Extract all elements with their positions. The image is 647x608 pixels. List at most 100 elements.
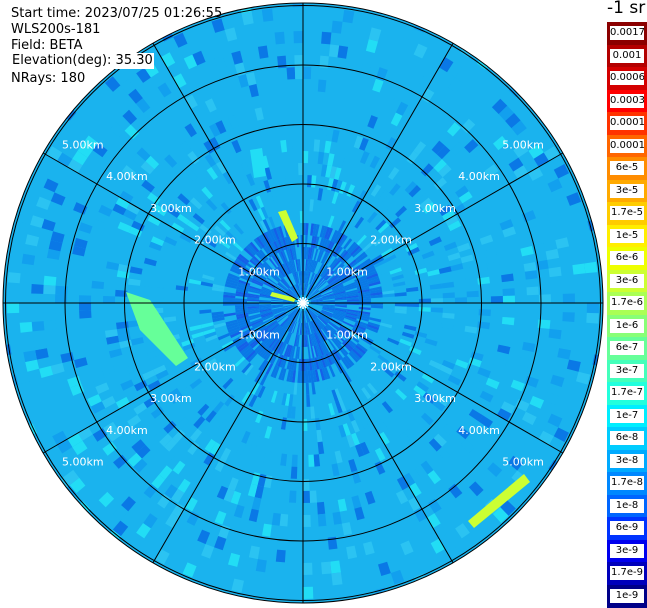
- range-gate: [298, 310, 302, 323]
- range-gate: [134, 380, 148, 392]
- range-gate: [57, 152, 73, 167]
- azimuth-spoke: [302, 302, 564, 454]
- range-gate: [341, 341, 352, 352]
- range-gate: [232, 241, 244, 252]
- range-gate: [269, 323, 280, 333]
- range-gate: [260, 289, 273, 295]
- range-gate: [191, 331, 205, 339]
- range-gate: [296, 259, 300, 272]
- range-gate: [332, 349, 341, 361]
- range-gate: [336, 330, 348, 339]
- range-gate: [498, 105, 515, 121]
- colorbar-cell: 3e-9: [607, 539, 647, 563]
- range-gate: [285, 332, 291, 344]
- range-gate: [271, 352, 279, 365]
- range-gate: [129, 197, 144, 209]
- range-gate: [74, 357, 88, 369]
- range-gate: [298, 310, 302, 323]
- range-gate: [368, 27, 382, 42]
- range-gate: [237, 74, 249, 88]
- range-gate: [323, 300, 335, 303]
- range-gate: [309, 290, 319, 299]
- range-gate: [291, 309, 299, 320]
- range-gate: [123, 209, 137, 221]
- range-gate: [257, 385, 266, 398]
- range-gate: [240, 324, 252, 331]
- range-gate: [307, 346, 311, 359]
- range-gate: [104, 329, 118, 338]
- range-gate: [331, 335, 341, 346]
- range-gate: [241, 162, 251, 176]
- range-gate: [331, 129, 340, 143]
- range-gate: [408, 497, 421, 512]
- range-gate: [357, 286, 370, 292]
- range-gate: [228, 477, 239, 491]
- range-gate: [322, 307, 334, 312]
- range-gate: [291, 358, 296, 371]
- range-gate: [251, 434, 260, 448]
- range-gate: [262, 219, 271, 232]
- range-gate: [262, 262, 273, 273]
- range-gate: [366, 273, 379, 280]
- instrument-label: WLS200s-181: [11, 22, 101, 37]
- range-gate: [256, 236, 265, 248]
- range-gate: [428, 498, 442, 514]
- range-gate: [289, 260, 295, 273]
- range-gate: [278, 251, 286, 264]
- range-gate: [243, 247, 255, 258]
- range-gate: [259, 299, 272, 302]
- range-gate: [254, 370, 263, 383]
- colorbar-level-label: 6e-6: [610, 251, 644, 266]
- range-gate: [502, 295, 515, 303]
- range-gate: [399, 338, 412, 347]
- range-gate: [299, 211, 303, 223]
- range-gate: [67, 455, 83, 470]
- range-gate: [224, 27, 238, 42]
- range-gate: [173, 73, 187, 89]
- range-gate: [172, 460, 186, 475]
- range-ring-label: 3.00km: [414, 202, 456, 215]
- range-gate: [356, 282, 369, 288]
- colorbar-cell: 1e-7: [607, 404, 647, 428]
- range-gate: [277, 314, 288, 323]
- range-ring-label: 1.00km: [326, 265, 368, 278]
- range-gate: [379, 431, 390, 445]
- range-gate: [237, 316, 250, 322]
- range-gate: [274, 268, 284, 279]
- range-gate: [288, 236, 294, 249]
- range-gate: [39, 365, 54, 378]
- range-gate: [300, 371, 303, 383]
- range-gate: [355, 251, 366, 262]
- range-gate: [385, 398, 397, 411]
- range-gate: [275, 226, 282, 240]
- range-gate: [320, 251, 328, 264]
- range-gate: [374, 186, 386, 200]
- range-gate: [311, 301, 323, 303]
- range-gate: [263, 348, 272, 360]
- range-gate: [98, 415, 113, 429]
- range-gate: [231, 265, 243, 274]
- colorbar-cell: 1e-5: [607, 224, 647, 248]
- range-gate: [354, 275, 366, 282]
- range-gate: [218, 419, 229, 432]
- range-gate: [305, 310, 310, 322]
- range-gate: [479, 390, 494, 403]
- range-gate: [543, 146, 560, 161]
- range-gate: [287, 308, 298, 317]
- range-gate: [286, 357, 292, 370]
- range-gate: [312, 261, 318, 273]
- range-gate: [508, 157, 524, 172]
- range-gate: [414, 331, 428, 339]
- range-gate: [445, 543, 460, 560]
- range-gate: [291, 286, 299, 297]
- range-gate: [274, 327, 284, 338]
- range-gate: [334, 304, 347, 307]
- range-gate: [246, 263, 258, 272]
- range-gate: [225, 251, 237, 261]
- range-gate: [351, 329, 363, 337]
- range-gate: [484, 164, 499, 178]
- range-gate: [478, 289, 491, 297]
- range-gate: [272, 309, 285, 315]
- range-gate: [232, 263, 245, 272]
- range-gate: [294, 55, 303, 68]
